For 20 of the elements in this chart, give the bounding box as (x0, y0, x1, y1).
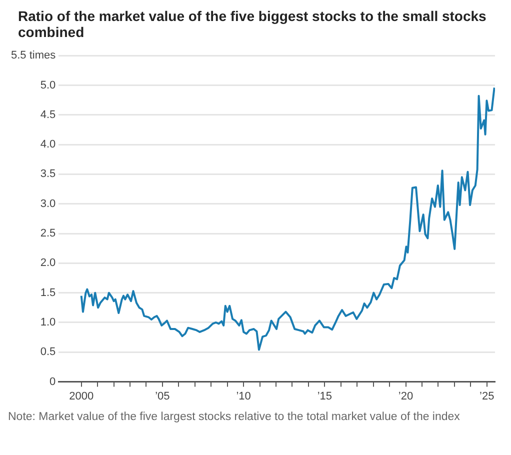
y-tick-label: 0 (50, 376, 56, 388)
y-tick-label: 2.5 (40, 228, 56, 240)
y-tick-label: 2.0 (40, 257, 56, 270)
y-tick-label: 5.5 times (10, 50, 56, 62)
x-tick-label: ’20 (398, 390, 414, 402)
y-tick-label: 5.0 (40, 79, 56, 92)
chart-title: Ratio of the market value of the five biggest stocks to the small stocks combined (18, 8, 488, 40)
y-tick-label: 1.5 (40, 286, 56, 299)
x-tick-label: ’15 (317, 390, 332, 402)
x-tick-label: ’10 (236, 390, 251, 402)
y-tick-label: 4.0 (40, 138, 56, 151)
y-tick-label: 1.0 (40, 316, 56, 329)
y-tick-label: 4.5 (40, 108, 56, 121)
x-tick-label: ’05 (155, 390, 170, 402)
y-tick-label: 3.0 (40, 198, 56, 210)
text: Note: Market value of the five largest stocks relative to the total market value of the index (8, 410, 461, 425)
y-tick-label: 0.5 (40, 346, 56, 358)
y-tick-label: 3.5 (40, 168, 56, 180)
x-tick-label: ’25 (480, 390, 494, 402)
x-tick-label: 2000 (69, 390, 94, 402)
